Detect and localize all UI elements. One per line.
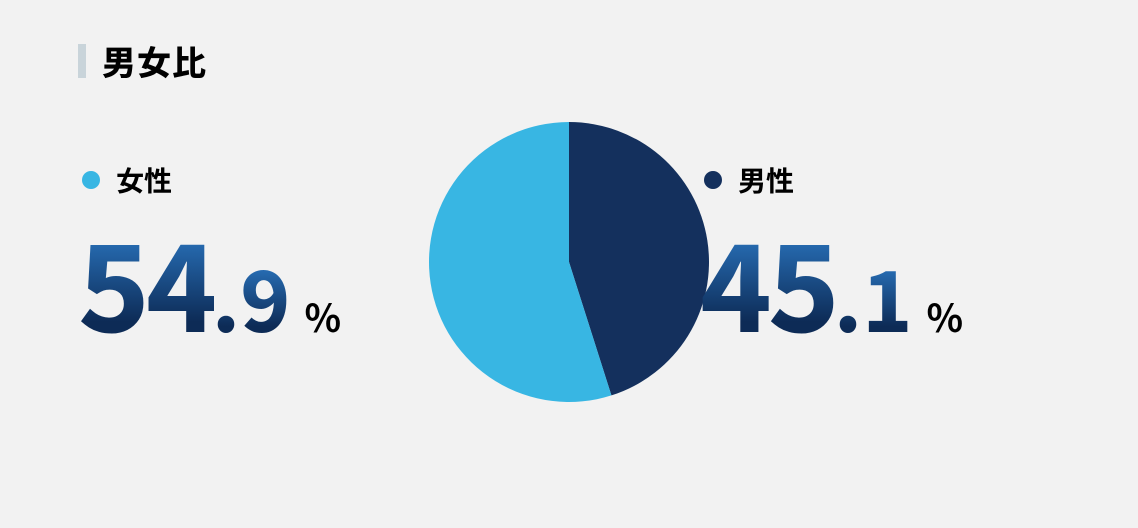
value-dec-female: .9 [212, 255, 291, 339]
stat-female: 女性 54 .9 % [78, 160, 341, 343]
legend-dot-male [704, 171, 722, 189]
value-int-female: 54 [78, 220, 214, 340]
value-unit-female: % [304, 288, 341, 343]
value-dec-male: .1 [834, 255, 913, 339]
stat-male: 男性 45 .1 % [700, 160, 963, 343]
value-female: 54 .9 % [78, 220, 341, 343]
pie-svg [429, 122, 709, 402]
value-unit-male: % [926, 288, 963, 343]
pie-chart [429, 122, 709, 407]
chart-title-block: 男女比 [78, 36, 207, 85]
chart-title: 男女比 [102, 36, 207, 85]
value-male: 45 .1 % [700, 220, 963, 343]
legend-dot-female [82, 171, 100, 189]
title-accent-bar [78, 44, 86, 78]
value-int-male: 45 [700, 220, 836, 340]
